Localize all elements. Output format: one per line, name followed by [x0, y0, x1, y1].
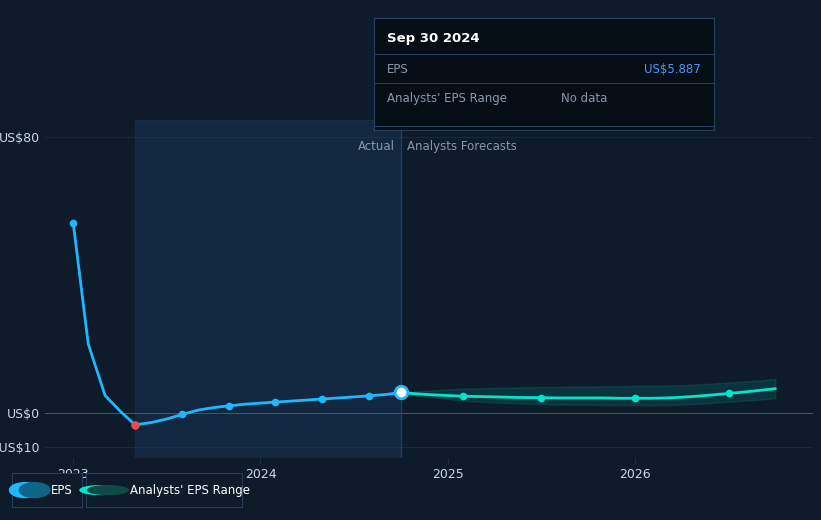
Text: No data: No data [561, 92, 608, 105]
Text: Analysts' EPS Range: Analysts' EPS Range [130, 484, 250, 497]
Text: Actual: Actual [358, 140, 395, 153]
Circle shape [20, 483, 50, 498]
Bar [135, 120, 401, 458]
Text: Sep 30 2024: Sep 30 2024 [388, 32, 479, 45]
Text: EPS: EPS [388, 63, 409, 76]
Circle shape [88, 486, 128, 495]
Text: US$5.887: US$5.887 [644, 63, 700, 76]
Text: EPS: EPS [51, 484, 72, 497]
Text: Analysts Forecasts: Analysts Forecasts [406, 140, 516, 153]
Circle shape [10, 483, 40, 498]
Text: Analysts' EPS Range: Analysts' EPS Range [388, 92, 507, 105]
Circle shape [80, 486, 121, 495]
